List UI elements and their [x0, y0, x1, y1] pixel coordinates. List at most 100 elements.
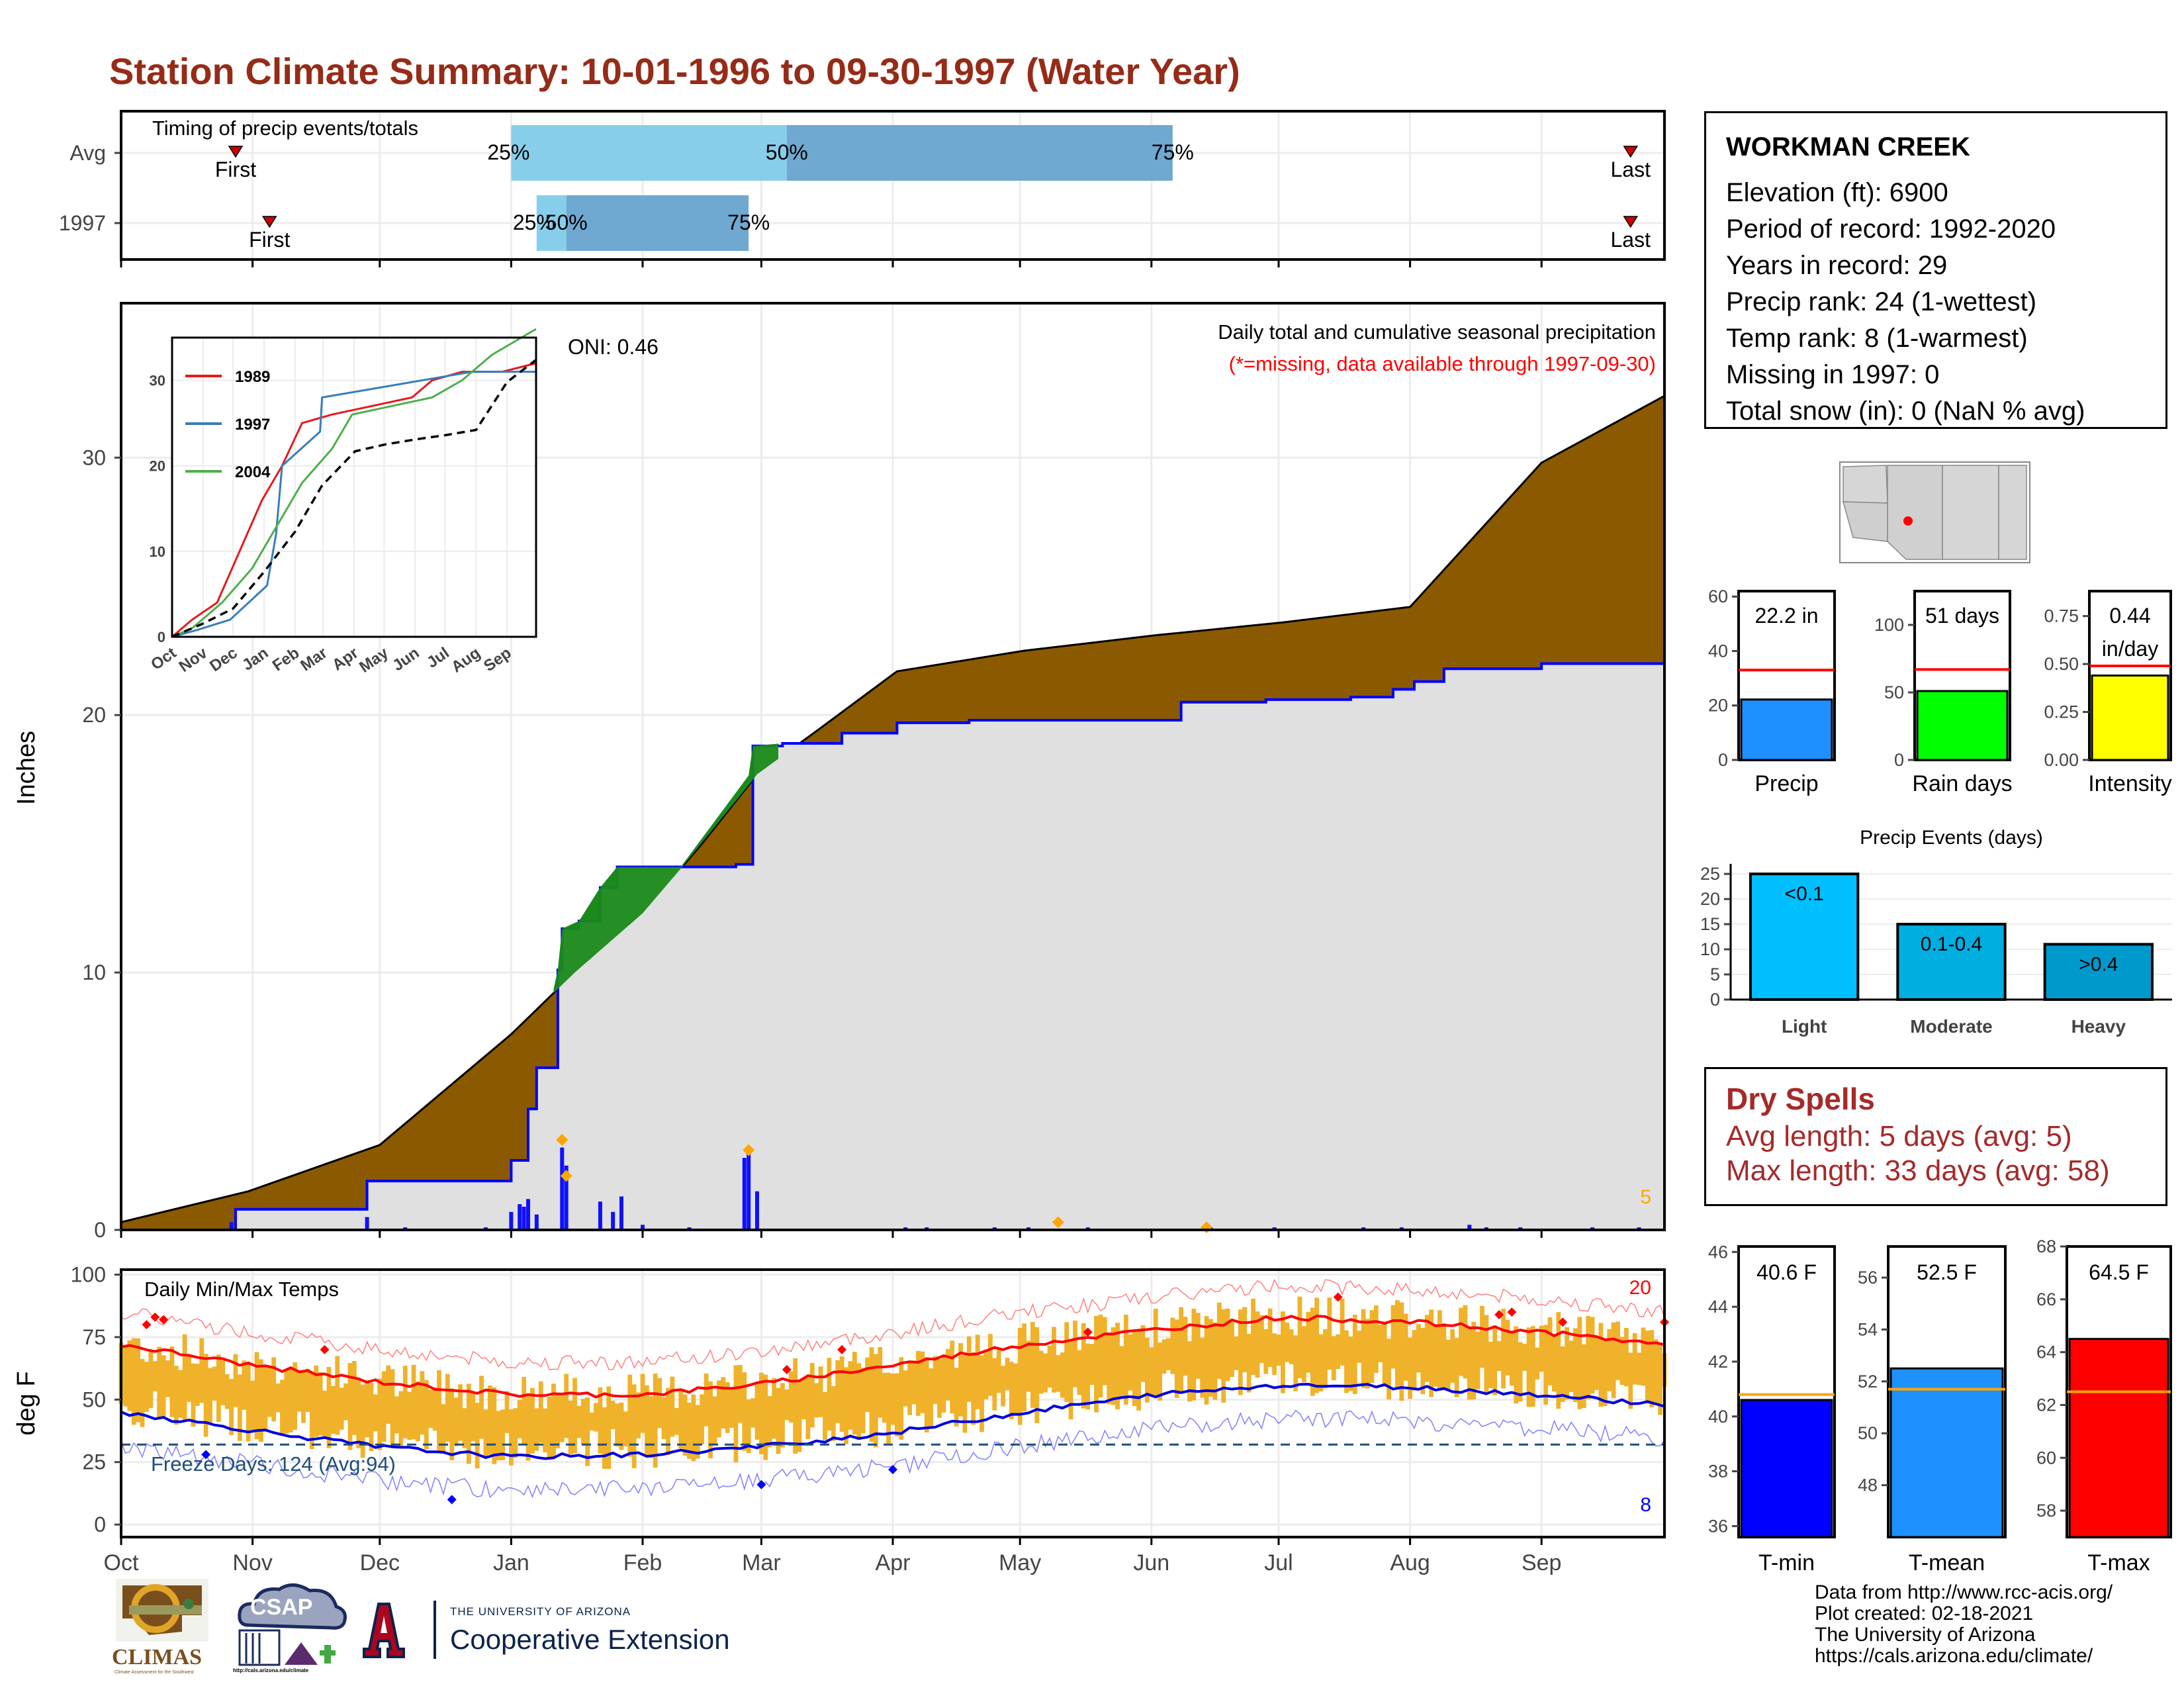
daily-temp-range-bar [1166, 1338, 1171, 1370]
record-low-marker [447, 1495, 457, 1505]
daily-temp-range-bar [716, 1380, 721, 1438]
daily-temp-range-bar [1331, 1336, 1336, 1381]
daily-temp-range-bar [700, 1394, 705, 1444]
timing-row-label: 1997 [59, 211, 106, 235]
temp-summary-y-tick-label: 68 [2036, 1237, 2056, 1256]
daily-temp-range-bar [305, 1368, 310, 1412]
summary-bar-value [1740, 698, 1833, 761]
daily-temp-range-bar [958, 1343, 963, 1417]
daily-temp-range-bar [1234, 1336, 1239, 1370]
daily-temp-range-bar [623, 1411, 628, 1446]
daily-temp-range-bar [555, 1395, 561, 1448]
daily-temp-range-bar [1030, 1322, 1035, 1408]
summary-bar-category-label: Rain days [1912, 771, 2012, 796]
inset-series-line-2004 [171, 328, 537, 638]
precip-y-tick-label: 20 [82, 703, 106, 727]
daily-temp-range-bar [758, 1372, 764, 1454]
daily-temp-range-bar [1208, 1319, 1213, 1397]
daily-temp-range-bar [1514, 1326, 1519, 1404]
daily-temp-range-bar [1403, 1313, 1408, 1381]
daily-temp-range-bar [1144, 1337, 1150, 1403]
daily-temp-range-bar [1230, 1321, 1234, 1378]
daily-temp-range-bar [547, 1396, 552, 1460]
daily-temp-range-bar [1047, 1345, 1052, 1388]
daily-temp-range-bar [330, 1385, 336, 1434]
daily-temp-range-bar [246, 1362, 251, 1442]
daily-precip-bar [229, 1222, 234, 1230]
daily-temp-range-bar [1085, 1343, 1091, 1410]
daily-precip-bar [534, 1214, 539, 1230]
daily-temp-range-bar [152, 1361, 158, 1391]
daily-temp-range-bar [1089, 1344, 1095, 1385]
daily-precip-bar [365, 1217, 369, 1230]
daily-temp-range-bar [237, 1374, 242, 1441]
daily-temp-range-bar [1212, 1322, 1218, 1400]
daily-temp-range-bar [259, 1359, 263, 1442]
daily-temp-range-bar [1590, 1317, 1595, 1394]
daily-temp-range-bar [776, 1387, 781, 1454]
summary-bar-y-tick-label: 0 [1894, 750, 1904, 770]
daily-temp-range-bar [242, 1360, 247, 1410]
daily-temp-range-bar [1387, 1338, 1391, 1400]
daily-temp-range-bar [296, 1371, 302, 1412]
daily-temp-range-bar [1412, 1330, 1417, 1391]
daily-temp-range-bar [1102, 1317, 1107, 1385]
daily-temp-range-bar [682, 1394, 688, 1456]
temp-summary-y-tick-label: 48 [1858, 1476, 1878, 1495]
daily-temp-range-bar [195, 1364, 200, 1406]
daily-temp-range-bar [666, 1387, 670, 1456]
daily-temp-range-bar [390, 1369, 395, 1446]
daily-temp-range-bar [674, 1407, 679, 1435]
daily-temp-range-bar [1641, 1327, 1646, 1386]
inset-y-tick-label: 0 [158, 629, 165, 645]
daily-temp-range-bar [1183, 1317, 1188, 1376]
dry-spells-box: Dry Spells Avg length: 5 days (avg: 5) M… [1704, 1067, 2167, 1206]
temp-summary-y-tick-label: 50 [1858, 1423, 1878, 1443]
credits: Data from http://www.rcc-acis.org/ Plot … [1815, 1582, 2113, 1667]
daily-temp-range-bar [187, 1356, 191, 1402]
daily-temp-range-bar [496, 1411, 501, 1461]
daily-temp-range-bar [360, 1384, 365, 1458]
daily-temp-range-bar [1272, 1333, 1277, 1375]
daily-temp-range-bar [865, 1357, 870, 1413]
daily-temp-range-bar [941, 1356, 946, 1413]
daily-temp-range-bar [1628, 1352, 1633, 1409]
precip-y-tick-label: 0 [94, 1218, 106, 1242]
ua-extension-text: Cooperative Extension [450, 1624, 730, 1655]
daily-temp-range-bar [649, 1396, 654, 1458]
timing-pct-label: 50% [766, 140, 808, 164]
daily-temp-range-bar [517, 1400, 522, 1438]
daily-temp-range-bar [398, 1391, 404, 1449]
daily-temp-range-bar [1225, 1308, 1230, 1382]
daily-temp-range-bar [522, 1377, 527, 1444]
first-event-label: First [249, 228, 290, 252]
daily-temp-range-bar [479, 1376, 484, 1439]
daily-temp-range-bar [1161, 1339, 1167, 1374]
daily-temp-range-bar [1009, 1362, 1014, 1419]
daily-temp-range-bar [670, 1376, 675, 1437]
daily-temp-range-bar [301, 1370, 306, 1423]
daily-temp-range-bar [1005, 1358, 1010, 1391]
daily-temp-range-bar [1433, 1324, 1438, 1387]
daily-temp-range-bar [1158, 1342, 1163, 1401]
daily-temp-range-bar [1246, 1334, 1251, 1393]
timing-pct-label: 50% [545, 211, 588, 234]
map-state-nv [1843, 465, 1888, 504]
last-event-label: Last [1611, 228, 1651, 252]
daily-temp-range-bar [182, 1334, 187, 1422]
daily-temp-range-bar [1251, 1298, 1255, 1375]
daily-temp-range-bar [1556, 1312, 1561, 1409]
daily-temp-range-bar [343, 1383, 348, 1421]
avg-tmax-line [120, 1314, 1665, 1399]
daily-temp-range-bar [615, 1403, 619, 1447]
daily-temp-range-bar [844, 1367, 848, 1444]
temp-summary-y-tick-label: 60 [2036, 1448, 2056, 1468]
snow-marker [743, 1144, 755, 1156]
daily-precip-bar [641, 1225, 645, 1230]
daily-temp-range-bar [610, 1401, 615, 1430]
daily-temp-range-bar [229, 1379, 234, 1435]
precip-events-bar-label: >0.4 [2079, 953, 2118, 975]
summary-bar-y-tick-label: 40 [1708, 641, 1728, 661]
daily-temp-range-bar [263, 1366, 268, 1430]
daily-temp-range-bar [437, 1370, 441, 1452]
